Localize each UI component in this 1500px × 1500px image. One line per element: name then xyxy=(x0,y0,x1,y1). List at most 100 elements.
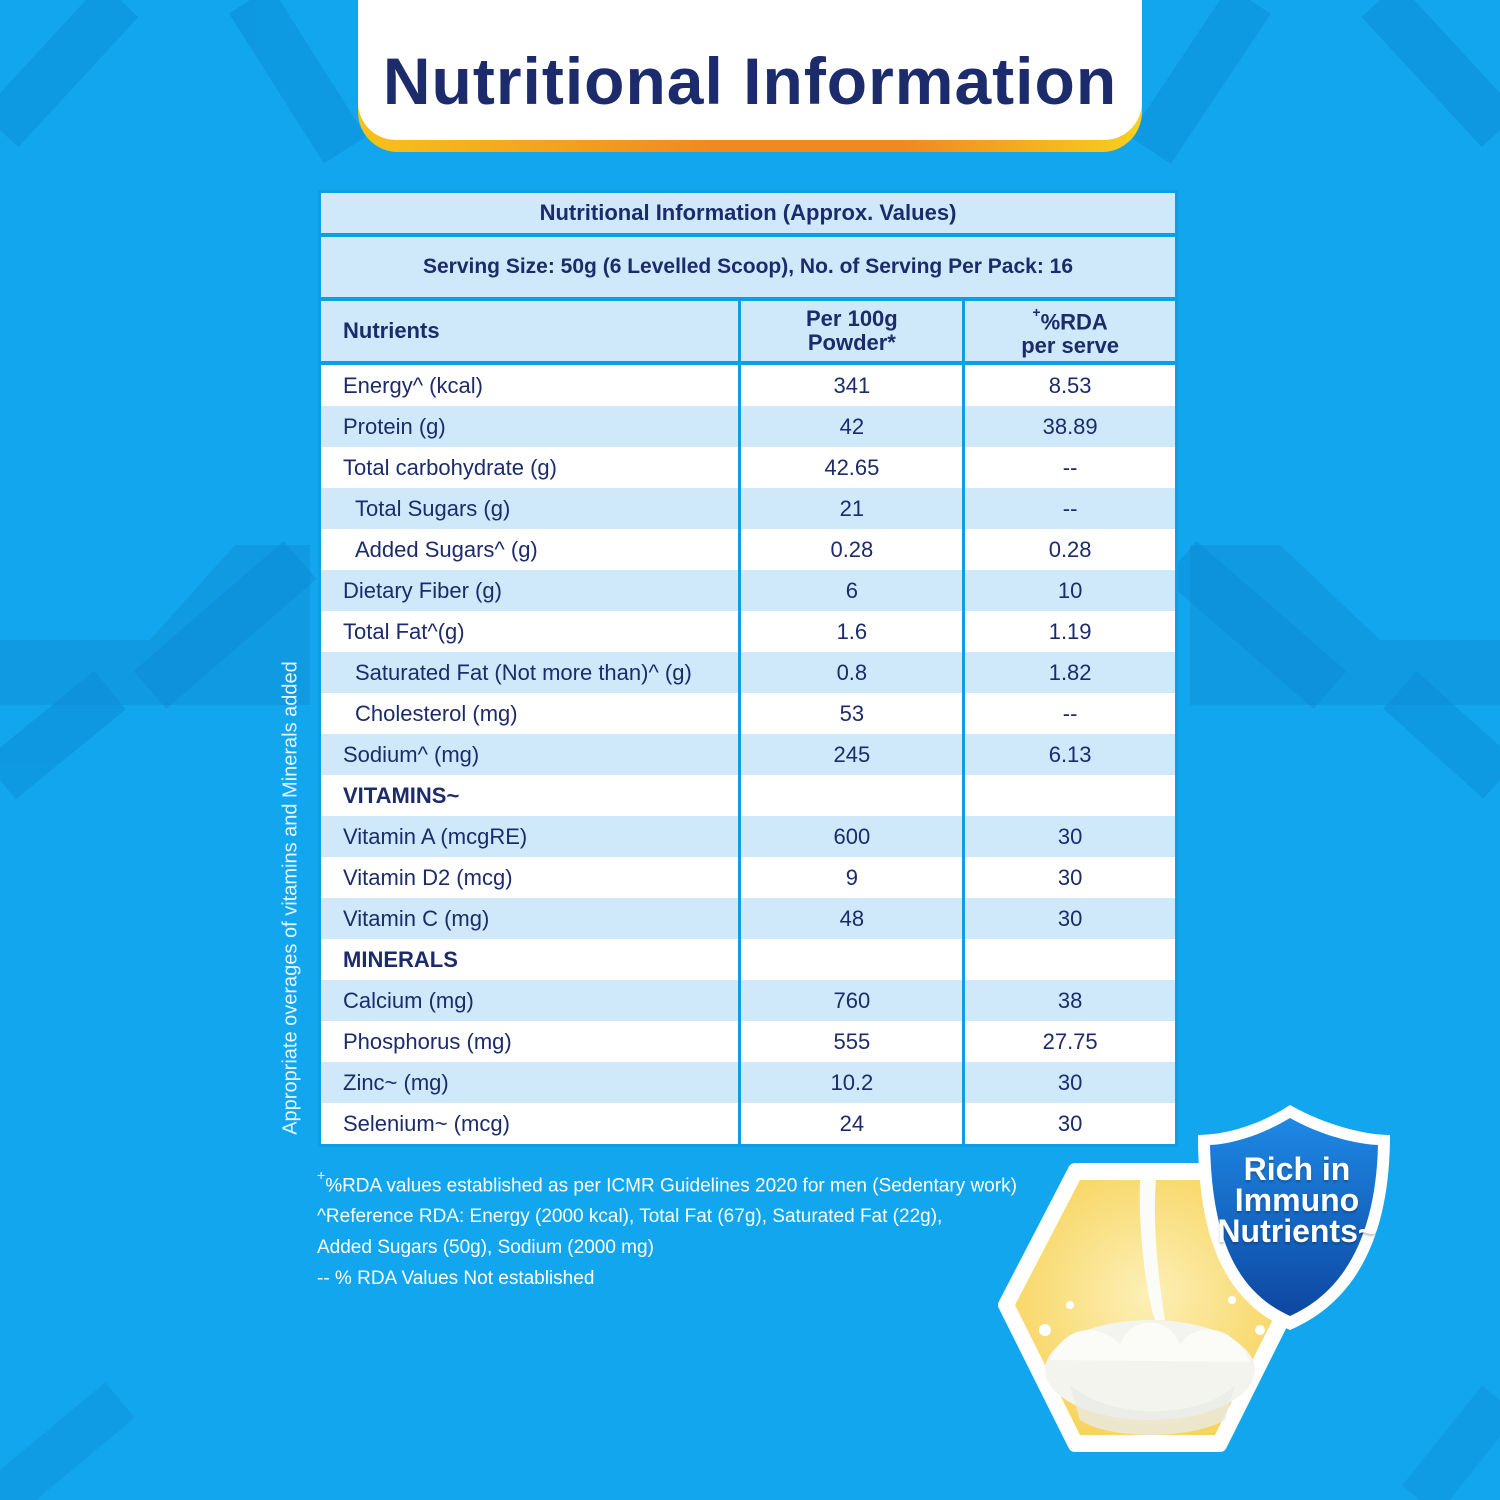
nutrient-name: Total carbohydrate (g) xyxy=(319,447,740,488)
badge-line-3: Nutrients~ xyxy=(1217,1213,1377,1249)
column-header-rda: +%RDA per serve xyxy=(962,299,1177,365)
rda-value xyxy=(962,939,1177,980)
nutrient-name: Sodium^ (mg) xyxy=(319,734,740,775)
per100-value xyxy=(738,775,964,816)
rda-value: -- xyxy=(962,693,1177,734)
table-row: Vitamin D2 (mcg) 9 30 xyxy=(319,857,1177,898)
nutrient-name: Saturated Fat (Not more than)^ (g) xyxy=(319,652,740,693)
footnote-rda: +%RDA values established as per ICMR Gui… xyxy=(317,1164,1037,1201)
per100-value: 9 xyxy=(738,857,964,898)
nutrient-name: Calcium (mg) xyxy=(319,980,740,1021)
table-row: Vitamin A (mcgRE) 600 30 xyxy=(319,816,1177,857)
table-row: Energy^ (kcal) 341 8.53 xyxy=(319,363,1177,406)
table-header-row: Nutrients Per 100g Powder* +%RDA per ser… xyxy=(319,299,1177,365)
nutrient-name: Dietary Fiber (g) xyxy=(319,570,740,611)
rda-value: 30 xyxy=(962,1062,1177,1103)
serving-info: Serving Size: 50g (6 Levelled Scoop), No… xyxy=(319,235,1177,301)
rda-value: 8.53 xyxy=(962,363,1177,406)
nutrient-name: Zinc~ (mg) xyxy=(319,1062,740,1103)
footnote-not-established: -- % RDA Values Not established xyxy=(317,1268,595,1290)
footnote-reference-rda-cont: Added Sugars (50g), Sodium (2000 mg) xyxy=(317,1237,654,1259)
section-row-vitamins: VITAMINS~ xyxy=(319,775,1177,816)
per100-value: 24 xyxy=(738,1103,964,1146)
nutrient-name: Energy^ (kcal) xyxy=(319,363,740,406)
rda-value: 30 xyxy=(962,816,1177,857)
footnote-plus-marker: + xyxy=(317,1167,326,1183)
per100-value: 245 xyxy=(738,734,964,775)
per100-value: 1.6 xyxy=(738,611,964,652)
table-row: Saturated Fat (Not more than)^ (g) 0.8 1… xyxy=(319,652,1177,693)
badge-line-1: Rich in xyxy=(1243,1151,1351,1187)
rda-value: -- xyxy=(962,447,1177,488)
column-header-per100g-line1: Per 100g xyxy=(806,306,898,331)
table-row: Selenium~ (mcg) 24 30 xyxy=(319,1103,1177,1146)
table-row: Calcium (mg) 760 38 xyxy=(319,980,1177,1021)
per100-value: 42.65 xyxy=(738,447,964,488)
nutrient-name: Total Sugars (g) xyxy=(319,488,740,529)
per100-value: 555 xyxy=(738,1021,964,1062)
footnote-reference-rda: ^Reference RDA: Energy (2000 kcal), Tota… xyxy=(317,1206,943,1228)
section-row-minerals: MINERALS xyxy=(319,939,1177,980)
table-row: Sodium^ (mg) 245 6.13 xyxy=(319,734,1177,775)
rda-value: 1.19 xyxy=(962,611,1177,652)
nutrition-table: Nutritional Information (Approx. Values)… xyxy=(318,190,1178,1147)
page-title: Nutritional Information xyxy=(382,44,1118,118)
nutrient-name: Vitamin C (mg) xyxy=(319,898,740,939)
table-title: Nutritional Information (Approx. Values) xyxy=(319,191,1177,237)
nutrient-name: Selenium~ (mcg) xyxy=(319,1103,740,1146)
table-row: Protein (g) 42 38.89 xyxy=(319,406,1177,447)
immuno-badge-graphic xyxy=(998,1105,1390,1452)
badge-line-2: Immuno xyxy=(1234,1182,1360,1218)
rda-value: 6.13 xyxy=(962,734,1177,775)
rda-value: 30 xyxy=(962,857,1177,898)
per100-value: 760 xyxy=(738,980,964,1021)
serving-row: Serving Size: 50g (6 Levelled Scoop), No… xyxy=(319,235,1177,301)
table-row: Added Sugars^ (g) 0.28 0.28 xyxy=(319,529,1177,570)
footnote-rda-text: %RDA values established as per ICMR Guid… xyxy=(325,1175,1017,1197)
rda-value: 38 xyxy=(962,980,1177,1021)
per100-value: 0.8 xyxy=(738,652,964,693)
rda-value: 38.89 xyxy=(962,406,1177,447)
table-row: Total Fat^(g) 1.6 1.19 xyxy=(319,611,1177,652)
nutrient-name: Cholesterol (mg) xyxy=(319,693,740,734)
table-row: Cholesterol (mg) 53 -- xyxy=(319,693,1177,734)
per100-value: 341 xyxy=(738,363,964,406)
nutrient-name: Total Fat^(g) xyxy=(319,611,740,652)
column-header-rda-line1: %RDA xyxy=(1040,309,1108,335)
nutrient-name: Vitamin A (mcgRE) xyxy=(319,816,740,857)
table-row: Phosphorus (mg) 555 27.75 xyxy=(319,1021,1177,1062)
nutrient-name: Phosphorus (mg) xyxy=(319,1021,740,1062)
shield-icon xyxy=(1198,1105,1390,1330)
nutrient-name: Vitamin D2 (mcg) xyxy=(319,857,740,898)
column-header-per100g-line2: Powder* xyxy=(807,330,896,355)
rda-value xyxy=(962,775,1177,816)
table-row: Dietary Fiber (g) 6 10 xyxy=(319,570,1177,611)
rda-value: 27.75 xyxy=(962,1021,1177,1062)
rda-value: 10 xyxy=(962,570,1177,611)
column-header-rda-line2: per serve xyxy=(1021,333,1120,359)
rda-plus-marker: + xyxy=(1032,303,1041,320)
banner-card xyxy=(358,0,1142,140)
section-label: MINERALS xyxy=(319,939,740,980)
per100-value: 42 xyxy=(738,406,964,447)
column-header-nutrients: Nutrients xyxy=(319,299,740,365)
table-row: Total carbohydrate (g) 42.65 -- xyxy=(319,447,1177,488)
per100-value: 600 xyxy=(738,816,964,857)
per100-value: 6 xyxy=(738,570,964,611)
nutrient-name: Protein (g) xyxy=(319,406,740,447)
per100-value: 21 xyxy=(738,488,964,529)
nutrient-name: Added Sugars^ (g) xyxy=(319,529,740,570)
table-row: Total Sugars (g) 21 -- xyxy=(319,488,1177,529)
per100-value: 53 xyxy=(738,693,964,734)
table-title-row: Nutritional Information (Approx. Values) xyxy=(319,191,1177,237)
side-note-text: Appropriate overages of vitamins and Min… xyxy=(279,661,302,1135)
rda-value: -- xyxy=(962,488,1177,529)
section-label: VITAMINS~ xyxy=(319,775,740,816)
per100-value xyxy=(738,939,964,980)
milk-splash-icon xyxy=(1039,1180,1265,1435)
table-row: Vitamin C (mg) 48 30 xyxy=(319,898,1177,939)
per100-value: 48 xyxy=(738,898,964,939)
per100-value: 10.2 xyxy=(738,1062,964,1103)
header-banner: Nutritional Information xyxy=(358,0,1142,152)
rda-value: 1.82 xyxy=(962,652,1177,693)
